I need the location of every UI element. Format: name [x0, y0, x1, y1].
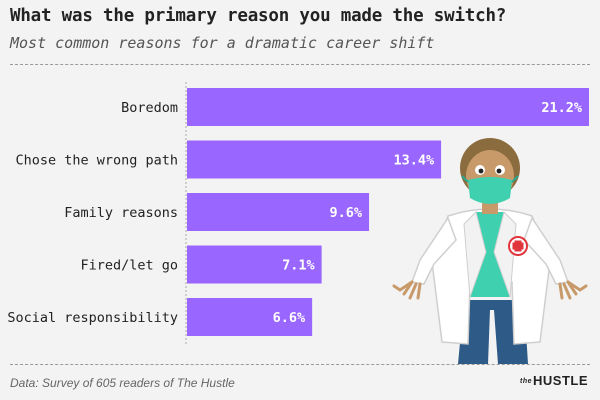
bar-3 [187, 245, 322, 284]
value-label-4: 6.6% [273, 310, 306, 326]
doctor-with-mask-illustration [392, 138, 588, 364]
brand-logo: theHUSTLE [520, 373, 588, 388]
top-divider [10, 64, 590, 65]
source-note: Data: Survey of 605 readers of The Hustl… [10, 376, 235, 390]
bar-0 [187, 88, 589, 126]
category-label-2: Family reasons [64, 205, 178, 221]
bar-4 [187, 298, 313, 336]
bottom-divider [10, 364, 590, 365]
chart-subtitle: Most common reasons for a dramatic caree… [10, 34, 435, 52]
value-label-0: 21.2% [541, 100, 583, 116]
category-label-0: Boredom [121, 100, 178, 116]
bar-2 [187, 193, 370, 231]
value-label-1: 13.4% [393, 153, 435, 169]
brand-name: HUSTLE [533, 373, 588, 388]
value-label-2: 9.6% [330, 205, 363, 221]
category-label-1: Chose the wrong path [15, 153, 178, 169]
value-label-3: 7.1% [282, 258, 315, 274]
chart-title: What was the primary reason you made the… [10, 6, 507, 26]
brand-prefix: the [520, 378, 532, 385]
category-label-3: Fired/let go [80, 258, 178, 274]
bar-1 [187, 140, 442, 179]
category-label-4: Social responsibility [7, 310, 178, 326]
